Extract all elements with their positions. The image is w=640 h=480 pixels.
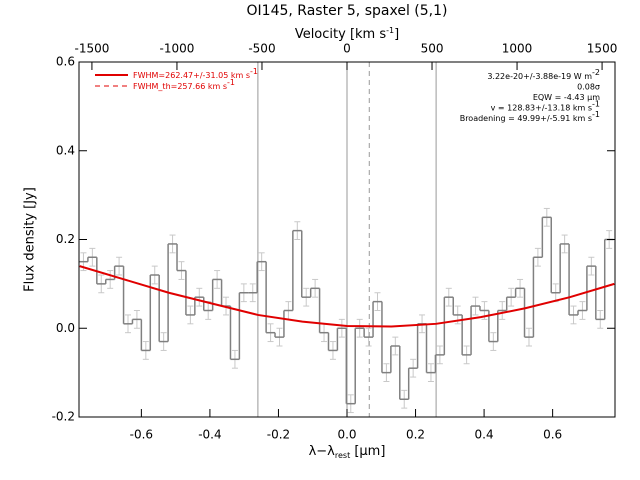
y-tick-label: -0.2 (52, 410, 75, 424)
x2-axis-label: Velocity [km s-1] (295, 26, 399, 42)
legend-label-sup: -1 (250, 67, 258, 76)
x-axis-label-main: λ−λ (309, 444, 336, 459)
annotation: Broadening = 49.99+/-5.91 km s-1 (460, 110, 600, 123)
x2-tick-label: 0 (343, 42, 351, 56)
annotation-main: Broadening = 49.99+/-5.91 km s (460, 114, 592, 123)
x2-tick-label: -500 (248, 42, 275, 56)
legend-label-sup: -1 (227, 78, 235, 87)
x-tick-label: 0.6 (543, 428, 562, 442)
annotation: 0.08σ (577, 82, 600, 91)
legend-label-main: FWHM_th=257.66 km s (133, 82, 227, 91)
x2-tick-label: -1500 (74, 42, 109, 56)
x-axis-label: λ−λrest [μm] (309, 444, 386, 460)
x-axis-label-tail: [μm] (350, 444, 385, 459)
y-tick-label: 0.4 (56, 143, 75, 157)
annotation-sup: -1 (592, 99, 600, 108)
x2-tick-label: -1000 (160, 42, 195, 56)
annotation-main: v = 128.83+/-13.18 km s (491, 103, 592, 112)
fit-curve (79, 265, 615, 328)
x-tick-label: 0.4 (475, 428, 494, 442)
x2-tick-label: 1500 (587, 42, 618, 56)
x2-axis-label-sup: -1 (386, 26, 394, 35)
y-axis-label: Flux density [Jy] (23, 187, 38, 292)
annotation: EQW = -4.43 μm (533, 93, 600, 102)
chart-title: OI145, Raster 5, spaxel (5,1) (247, 3, 448, 19)
x2-tick-label: 500 (421, 42, 444, 56)
x2-tick-label: 1000 (502, 42, 533, 56)
annotation-sup: -2 (592, 68, 600, 77)
x2-axis-label-main: Velocity [km s (295, 27, 387, 42)
legend-label: FWHM_th=257.66 km s-1 (133, 78, 235, 91)
annotation-main: 3.22e-20+/-3.88e-19 W m (487, 72, 592, 81)
legend-label-main: FWHM=262.47+/-31.05 km s (133, 71, 250, 80)
x-tick-label: 0.2 (406, 428, 425, 442)
x-tick-label: 0.0 (337, 428, 356, 442)
annotation-main: 0.08σ (577, 82, 600, 91)
annotation: v = 128.83+/-13.18 km s-1 (491, 99, 600, 112)
x2-axis-label-tail: ] (394, 27, 399, 42)
x-axis-label-sub: rest (335, 451, 350, 460)
legend-label: FWHM=262.47+/-31.05 km s-1 (133, 67, 258, 80)
x-tick-label: -0.2 (267, 428, 290, 442)
y-tick-label: 0.0 (56, 321, 75, 335)
annotation-main: EQW = -4.43 μm (533, 93, 600, 102)
x-tick-label: -0.6 (130, 428, 153, 442)
y-tick-label: 0.6 (56, 55, 75, 69)
x-tick-label: -0.4 (198, 428, 221, 442)
y-tick-label: 0.2 (56, 232, 75, 246)
annotation: 3.22e-20+/-3.88e-19 W m-2 (487, 68, 600, 81)
annotation-sup: -1 (592, 110, 600, 119)
